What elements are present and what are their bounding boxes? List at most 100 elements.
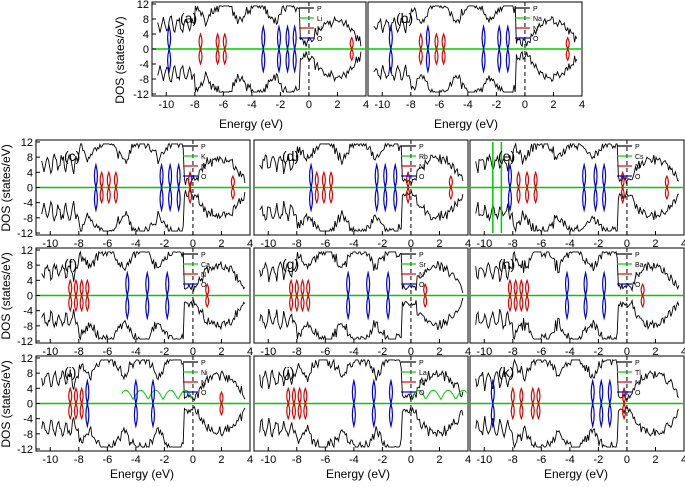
- panel-a-xtick-label-7: 4: [363, 99, 369, 111]
- panel-c-xtick-label-2: -6: [102, 238, 112, 250]
- panel-d-label: (d): [282, 148, 299, 164]
- panel-i-xtick-label-0: -10: [42, 454, 58, 466]
- panel-k-xtick-label-1: -8: [508, 454, 518, 466]
- panel-a-xtick-label-2: -6: [218, 99, 228, 111]
- panel-g-xtick-label-3: -4: [349, 346, 359, 358]
- panel-d-xtick-label-1: -8: [292, 238, 302, 250]
- panel-j-n-peak-0: [286, 386, 291, 421]
- panel-f-xtick-label-3: -4: [131, 346, 141, 358]
- panel-e-legend-label-2: N: [635, 164, 640, 171]
- panel-k-xtick-label-4: -2: [594, 454, 604, 466]
- panel-e-xtick-label-3: -4: [565, 238, 575, 250]
- panel-h-xtick-label-5: 0: [624, 346, 630, 358]
- panel-i-n-peak-3: [219, 390, 224, 417]
- panel-d-legend-label-0: P: [419, 144, 424, 151]
- panel-d-o-peak-2: [383, 162, 388, 213]
- panel-d-o-peak-0: [308, 162, 314, 213]
- panel-j-p-dos-down: [259, 407, 464, 449]
- panel-b-xtick-label-7: 4: [579, 99, 585, 111]
- panel-f-label: (f): [64, 256, 77, 272]
- panel-f-xtick-label-7: 4: [247, 346, 253, 358]
- panel-a-n-peak-0: [198, 32, 203, 66]
- panel-j-xtick-label-5: 0: [408, 454, 414, 466]
- panel-e-n-peak-0: [516, 170, 521, 205]
- panel-e-n-peak-4: [664, 174, 669, 201]
- panel-c-n-peak-1: [106, 170, 111, 205]
- xlabel-row4-j: Energy (eV): [326, 467, 390, 481]
- panel-d-xtick-label-3: -4: [349, 238, 359, 250]
- panel-h-n-peak-0: [507, 278, 513, 313]
- panel-c-xtick-label-1: -8: [74, 238, 84, 250]
- panel-i-p-dos-down: [41, 406, 246, 449]
- panel-g-n-peak-1: [294, 278, 299, 313]
- panel-a-o-peak-0: [167, 24, 172, 74]
- panel-g-p-dos-down: [259, 297, 464, 341]
- panel-e-n-peak-2: [533, 170, 538, 205]
- panel-k-n-peak-3: [536, 386, 541, 421]
- panel-i-xtick-label-5: 0: [190, 454, 196, 466]
- panel-i-ytick-label-5: 8: [27, 368, 33, 380]
- panel-a-o-peak-2: [276, 24, 282, 74]
- panel-c-legend-label-0: P: [201, 144, 206, 151]
- panel-h-xtick-label-1: -8: [508, 346, 518, 358]
- ylabel-row2: DOS (states/eV): [0, 144, 13, 231]
- panel-c-ytick-label-2: -4: [23, 198, 33, 210]
- panel-f-ytick-label-5: 8: [27, 260, 33, 272]
- panel-c-xtick-label-4: -2: [160, 238, 170, 250]
- panel-c-o-peak-2: [168, 162, 173, 213]
- panel-d-n-peak-3: [405, 170, 411, 205]
- panel-k-o-peak-3: [607, 378, 612, 429]
- panel-d-xtick-label-5: 0: [408, 238, 414, 250]
- panel-h-n-peak-4: [640, 282, 645, 309]
- panel-i-ytick-label-2: -4: [23, 414, 33, 426]
- panel-h-n-peak-3: [524, 278, 530, 313]
- panel-f-ytick-label-0: -12: [17, 336, 33, 348]
- panel-f-legend-label-0: P: [201, 252, 206, 259]
- panel-i-legend-label-0: P: [201, 360, 206, 367]
- panel-b-p-dos-down: [373, 50, 578, 94]
- panel-k-n-peak-2: [530, 386, 535, 421]
- panel-k-o-peak-0: [490, 378, 495, 429]
- panel-j-cation-band: [410, 389, 467, 401]
- panel-b-o-peak-1: [425, 24, 431, 74]
- panel-d-n-peak-1: [321, 170, 327, 205]
- panel-k-p-dos-up: [475, 358, 680, 401]
- panel-i-xtick-label-6: 2: [218, 454, 224, 466]
- panel-j-legend-label-3: O: [419, 390, 425, 397]
- panel-c-ytick-label-5: 8: [27, 152, 33, 164]
- panel-i-n-peak-1: [73, 386, 79, 421]
- ylabel-row4: DOS (states/eV): [0, 360, 13, 447]
- panel-g-xtick-label-7: 4: [465, 346, 471, 358]
- panel-c-legend-label-2: N: [201, 164, 206, 171]
- panel-k-xtick-label-2: -6: [536, 454, 546, 466]
- panel-f-xtick-label-1: -8: [74, 346, 84, 358]
- panel-h-legend-label-1: Ba: [635, 262, 644, 269]
- panel-i-ytick-label-0: -12: [17, 444, 33, 456]
- panel-i-n-peak-2: [79, 386, 84, 421]
- panel-e-xtick-label-7: 4: [681, 238, 685, 250]
- panel-c-xtick-label-5: 0: [190, 238, 196, 250]
- panel-a-legend-label-2: N: [317, 26, 322, 33]
- panel-b-n-peak-0: [418, 32, 423, 66]
- panel-d-legend-label-2: N: [419, 164, 424, 171]
- panel-e-xtick-label-4: -2: [594, 238, 604, 250]
- panel-k-legend-label-2: N: [635, 380, 640, 387]
- panel-i-legend-label-2: N: [201, 380, 206, 387]
- xlabel-row1-left: Energy (eV): [219, 117, 283, 131]
- panel-f-o-peak-2: [165, 270, 170, 321]
- panel-d-n-peak-0: [314, 170, 319, 205]
- panel-g-o-peak-0: [346, 270, 351, 321]
- panel-c-p-dos-down: [41, 189, 246, 232]
- panel-j-n-peak-2: [297, 386, 302, 421]
- panel-b-o-peak-0: [388, 24, 393, 74]
- panel-i-legend-label-3: O: [201, 390, 207, 397]
- panel-e-legend-label-1: Cs: [635, 154, 644, 161]
- panel-c-legend-label-1: K: [201, 154, 206, 161]
- panel-g-o-peak-1: [366, 270, 371, 321]
- panel-a-n-peak-2: [222, 32, 227, 66]
- panel-b-label: (b): [396, 10, 413, 26]
- panel-h-legend-label-0: P: [635, 252, 640, 259]
- panel-j-xtick-label-1: -8: [292, 454, 302, 466]
- panel-e-o-peak-3: [602, 162, 607, 213]
